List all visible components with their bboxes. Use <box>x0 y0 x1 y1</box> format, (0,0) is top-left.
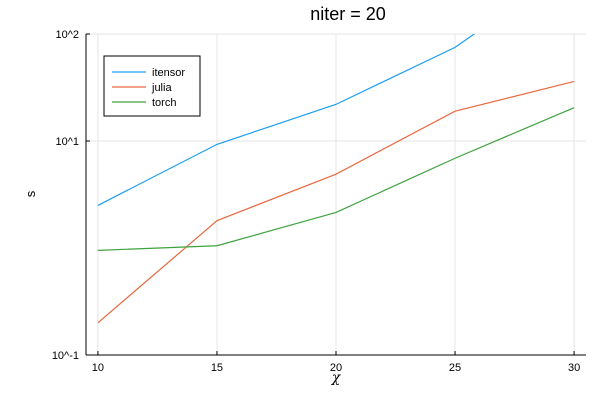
series-line-itensor <box>97 34 476 206</box>
x-tick-label: 25 <box>449 362 461 374</box>
x-tick-label: 15 <box>211 362 223 374</box>
series-line-julia <box>97 80 575 324</box>
x-tick-label: 20 <box>330 362 342 374</box>
series-lines <box>97 34 575 324</box>
y-tick-label: 10^2 <box>55 29 79 41</box>
x-axis-label: χ <box>331 370 342 386</box>
y-tick-label: 10^-1 <box>52 350 79 362</box>
legend-label-itensor: itensor <box>152 67 185 79</box>
legend-label-julia: julia <box>151 82 172 94</box>
x-axis-ticks: 10 15 20 25 30 <box>92 351 580 374</box>
chart-title: niter = 20 <box>310 4 386 24</box>
y-axis-ticks: 10^-1 10^1 10^2 <box>52 29 90 362</box>
x-tick-label: 10 <box>92 362 104 374</box>
plot-area <box>97 34 575 324</box>
x-tick-label: 30 <box>568 362 580 374</box>
y-axis-label: s <box>23 190 38 197</box>
y-tick-label: 10^1 <box>55 136 79 148</box>
legend: itensor julia torch <box>103 55 201 117</box>
legend-box <box>103 55 201 117</box>
series-line-torch <box>97 107 575 251</box>
legend-label-torch: torch <box>152 97 176 109</box>
